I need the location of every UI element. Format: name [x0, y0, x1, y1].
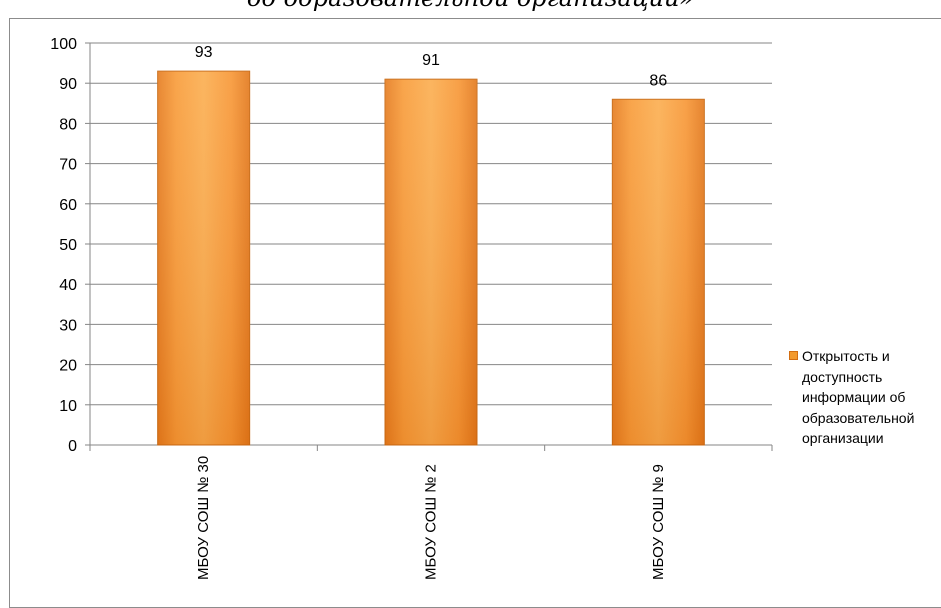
bar-shade — [157, 71, 250, 445]
y-tick-label: 80 — [59, 116, 77, 133]
y-tick-label: 50 — [59, 237, 77, 254]
y-tick-label: 90 — [59, 76, 77, 93]
bar-shade — [385, 79, 477, 446]
legend-label-line: доступность — [802, 368, 883, 385]
category-label: МБОУ СОШ № 2 — [423, 464, 440, 580]
legend-swatch — [789, 351, 798, 360]
y-tick-label: 20 — [59, 358, 77, 375]
page-title: об образовательной организации» — [0, 0, 941, 12]
legend-label-line: информации об — [802, 389, 906, 405]
y-tick-label: 40 — [59, 277, 77, 294]
legend-label-line: организации — [802, 430, 884, 446]
y-tick-label: 30 — [59, 317, 77, 334]
labels: 0 10 20 30 40 50 60 70 80 90 100 93 МБОУ СОШ № 30 91 М… — [50, 36, 667, 580]
y-tick-label: 100 — [50, 36, 77, 53]
y-tick-label: 70 — [59, 157, 77, 174]
legend-label: Открытость и доступность информации об о… — [802, 346, 941, 449]
y-tick-label: 0 — [68, 438, 77, 455]
bar-shade — [612, 99, 705, 445]
legend-label-line: Открытость и — [802, 348, 890, 364]
y-tick-label: 60 — [59, 197, 77, 214]
data-label: 91 — [422, 52, 440, 69]
data-label: 93 — [195, 44, 213, 61]
category-label: МБОУ СОШ № 30 — [195, 456, 212, 580]
legend-label-line: образовательной — [802, 409, 915, 426]
data-label: 86 — [649, 72, 667, 89]
bar-chart: 0 10 20 30 40 50 60 70 80 90 100 93 МБОУ СОШ № 30 91 М… — [50, 36, 773, 580]
y-tick-label: 10 — [59, 398, 77, 415]
category-label: МБОУ СОШ № 9 — [650, 464, 667, 580]
bars — [157, 70, 705, 446]
